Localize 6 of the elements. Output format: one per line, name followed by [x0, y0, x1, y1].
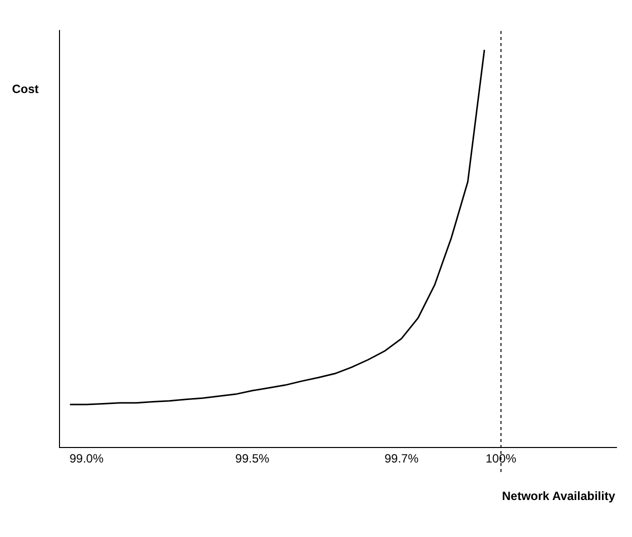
- x-tick-label: 99.7%: [384, 451, 419, 466]
- x-tick-label: 99.5%: [235, 451, 270, 466]
- x-tick-label: 99.0%: [70, 451, 104, 466]
- x-axis-title: Network Availability: [502, 489, 616, 503]
- y-axis-title: Cost: [12, 82, 39, 96]
- x-tick-label: 100%: [486, 451, 517, 466]
